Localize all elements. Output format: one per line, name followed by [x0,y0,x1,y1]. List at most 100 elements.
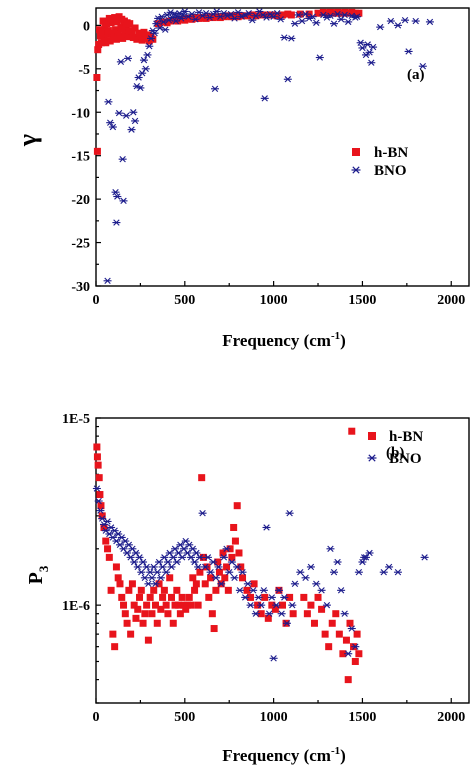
data-point-hbn [351,657,359,665]
data-point-bno [94,497,103,505]
data-point-hbn [215,568,223,576]
panel-label-a: (a) [407,67,425,83]
data-point-hbn [145,37,153,45]
data-point-hbn [181,16,189,24]
data-point-bno [235,587,244,594]
x-tick-label: 500 [174,293,195,308]
data-point-hbn [97,502,105,510]
data-point-bno [248,16,257,24]
y-tick-label: -20 [71,193,90,208]
plot-frame-b [95,417,470,704]
data-point-bno [106,119,115,126]
data-point-bno [251,12,260,20]
data-point-hbn [271,605,279,613]
data-point-bno [127,126,136,133]
y-tick-label: -15 [71,150,90,165]
x-tick-label: 1500 [348,710,376,725]
x-tick-label: 1000 [260,293,288,308]
data-point-bno [322,601,331,609]
data-point-bno [326,12,335,20]
data-point-hbn [178,593,186,601]
data-point-bno [367,59,376,66]
data-point-bno [288,601,297,609]
data-point-bno [142,563,151,571]
data-point-hbn [227,13,235,21]
data-point-bno [134,74,143,81]
data-point-hbn [191,14,199,22]
data-point-hbn [163,19,171,27]
data-point-hbn [96,491,104,499]
data-point-bno [262,524,271,531]
data-point-bno [411,17,420,25]
data-point-hbn [353,630,361,638]
data-point-hbn [212,586,220,594]
data-point-hbn [228,553,236,561]
x-axis-label-a: Frequency (cm-1) [222,330,346,350]
data-point-bno [254,594,263,601]
data-point-hbn [296,10,304,18]
x-tick-label: 1000 [260,710,288,725]
data-point-hbn [137,586,145,594]
data-point-hbn [128,27,136,35]
data-point-hbn [250,580,258,588]
data-point-hbn [314,593,322,601]
data-point-hbn [206,13,214,21]
data-point-hbn [108,29,116,37]
panel-label-b: (b) [386,445,404,461]
data-point-bno [158,563,167,571]
data-point-bno [344,18,353,26]
data-point-bno [192,549,201,557]
data-point-bno [225,569,234,576]
data-point-hbn [152,601,160,609]
data-point-bno [257,601,266,609]
data-point-bno [330,20,339,27]
data-point-bno [267,594,276,601]
data-point-hbn [230,523,238,531]
data-point-hbn [180,601,188,609]
data-point-hbn [167,17,175,25]
data-point-hbn [238,12,246,20]
y-axis-label-b-sub: 3 [36,565,51,572]
data-point-bno [149,563,158,571]
data-point-hbn [144,31,152,39]
data-point-bno [379,569,388,576]
data-point-hbn [300,593,308,601]
legend-b-hbn-label: h-BN [389,429,423,445]
data-point-bno [276,16,285,23]
data-point-bno [358,44,367,52]
data-point-bno [133,563,142,571]
data-point-bno [243,580,252,588]
data-point-bno [344,650,353,657]
data-point-hbn [289,610,297,618]
data-point-hbn [273,12,281,20]
data-point-hbn [310,619,318,627]
data-point-bno [153,569,162,576]
data-point-hbn [184,14,192,22]
data-point-bno [123,55,132,62]
data-point-bno [266,10,275,18]
data-point-bno [112,219,121,226]
data-point-hbn [235,549,243,557]
data-point-bno [298,17,307,25]
data-point-bno [113,193,122,200]
data-point-hbn [125,586,133,594]
data-point-bno [209,558,218,566]
data-point-hbn [247,593,255,601]
data-point-hbn [93,443,101,451]
data-point-bno [214,563,223,571]
data-point-bno [308,13,317,20]
data-point-bno [386,17,395,25]
data-point-bno [103,277,112,284]
data-point-hbn [318,605,326,613]
data-point-hbn [157,605,165,613]
data-point-bno [296,569,305,576]
data-point-hbn [191,586,199,594]
data-point-hbn [233,502,241,510]
axis-ticks-b: 0 500 1000 1500 2000 1E-5 1E-6 [62,412,465,725]
data-point-hbn [98,512,106,520]
data-point-bno [104,98,113,106]
data-point-bno [123,549,132,557]
legend-a-bno-marker [351,166,361,174]
data-point-hbn [170,16,178,24]
data-point-hbn [189,574,197,582]
